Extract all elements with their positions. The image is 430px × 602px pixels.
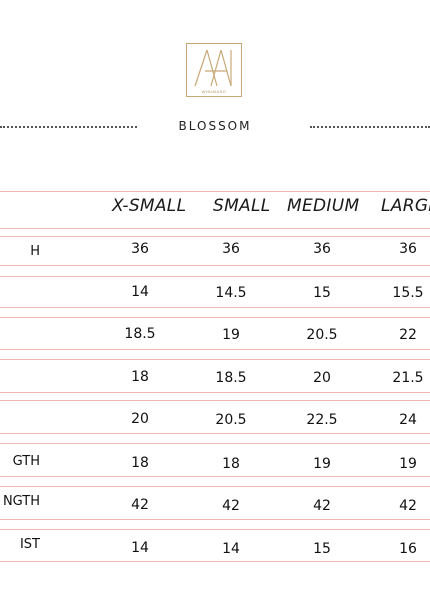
table-cell: 14 (131, 540, 149, 556)
table-rule (0, 349, 430, 350)
table-cell: 36 (399, 241, 417, 257)
table-rule (0, 191, 430, 192)
divider-dots-left (0, 126, 137, 128)
table-cell: 21.5 (392, 370, 424, 386)
table-cell: 36 (131, 241, 149, 257)
table-rule (0, 486, 430, 487)
table-cell: 42 (131, 497, 149, 513)
table-cell: 16 (399, 541, 417, 557)
table-rule (0, 228, 430, 229)
table-cell: 24 (399, 412, 417, 428)
table-rule (0, 433, 430, 434)
column-header-xsmall: X-SMALL (112, 196, 187, 216)
logo-text: WHUMASO (201, 89, 227, 94)
table-rule (0, 561, 430, 562)
table-cell: 36 (222, 241, 240, 257)
table-rule (0, 443, 430, 444)
row-label: NGTH (2, 494, 40, 509)
logo-mark-icon (194, 49, 232, 87)
table-cell: 15.5 (392, 285, 424, 301)
table-rule (0, 359, 430, 360)
table-cell: 15 (313, 541, 331, 557)
table-rule (0, 476, 430, 477)
row-label: H (30, 244, 40, 259)
table-cell: 42 (313, 498, 331, 514)
column-header-small: SMALL (213, 196, 271, 216)
table-cell: 20.5 (215, 412, 247, 428)
table-rule (0, 317, 430, 318)
table-cell: 15 (313, 285, 331, 301)
column-header-medium: MEDIUM (287, 196, 360, 216)
table-cell: 20 (131, 411, 149, 427)
table-cell: 18 (131, 455, 149, 471)
table-rule (0, 307, 430, 308)
table-rule (0, 400, 430, 401)
table-cell: 18 (222, 456, 240, 472)
table-cell: 36 (313, 241, 331, 257)
table-cell: 42 (222, 498, 240, 514)
table-rule (0, 392, 430, 393)
table-cell: 19 (399, 456, 417, 472)
row-label: GTH (12, 454, 40, 469)
table-cell: 19 (313, 456, 331, 472)
table-cell: 14 (222, 541, 240, 557)
table-cell: 20 (313, 370, 331, 386)
table-cell: 14.5 (215, 285, 247, 301)
table-cell: 18.5 (215, 370, 247, 386)
document-title: BLOSSOM (178, 119, 252, 133)
table-cell: 19 (222, 327, 240, 343)
table-cell: 18.5 (124, 326, 156, 342)
brand-logo: WHUMASO (186, 43, 242, 97)
table-rule (0, 236, 430, 237)
column-header-large: LARGE (381, 196, 430, 216)
table-rule (0, 276, 430, 277)
table-cell: 22.5 (306, 412, 338, 428)
table-rule (0, 529, 430, 530)
table-cell: 22 (399, 327, 417, 343)
table-rule (0, 265, 430, 266)
table-rule (0, 519, 430, 520)
table-cell: 14 (131, 284, 149, 300)
table-cell: 18 (131, 369, 149, 385)
row-label: IST (19, 537, 40, 552)
table-cell: 20.5 (306, 327, 338, 343)
table-cell: 42 (399, 498, 417, 514)
divider-dots-right (310, 126, 430, 128)
